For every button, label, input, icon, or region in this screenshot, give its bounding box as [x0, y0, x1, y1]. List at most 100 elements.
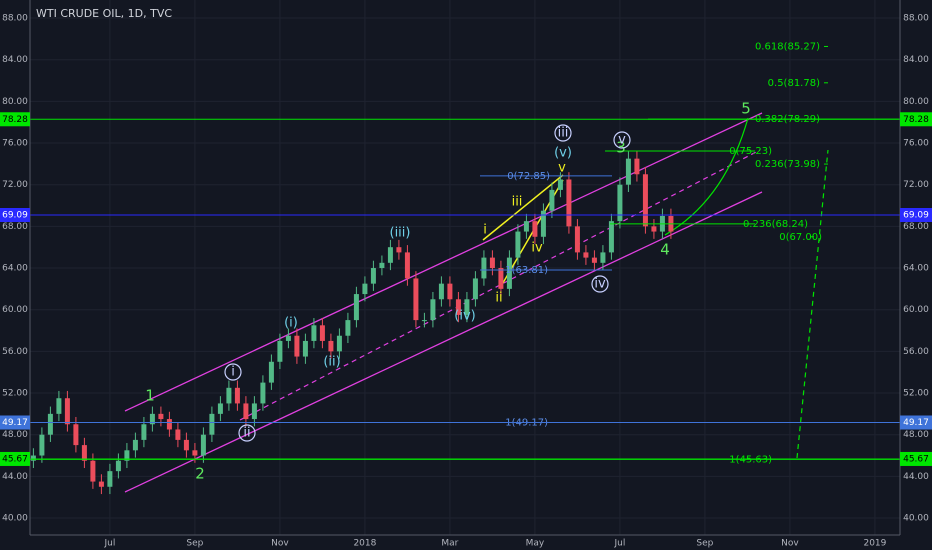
- candle-body: [421, 320, 427, 322]
- candle-body: [124, 450, 130, 461]
- candle-body: [583, 252, 589, 258]
- y-tick-label: 72.00: [903, 180, 929, 190]
- candle-body: [294, 335, 300, 357]
- x-tick-label: Nov: [271, 539, 289, 549]
- candle-body: [464, 299, 470, 315]
- price-badge: [900, 415, 932, 430]
- candle-body: [651, 226, 657, 232]
- candle-body: [617, 184, 623, 222]
- candle-body: [481, 257, 487, 279]
- candle-body: [277, 340, 283, 362]
- wave-circle: [238, 424, 256, 442]
- y-tick-label: 56.00: [903, 347, 929, 357]
- candle-body: [209, 413, 215, 435]
- price-badge: [0, 208, 30, 222]
- candle-body: [268, 361, 274, 383]
- x-tick-label: Nov: [781, 539, 799, 549]
- candle-body: [141, 424, 147, 440]
- y-tick-label: 72.00: [2, 180, 28, 190]
- x-tick-label: Sep: [186, 539, 203, 549]
- wave-label: (ii): [323, 355, 340, 370]
- y-tick-label: 84.00: [2, 55, 28, 65]
- candle-body: [175, 429, 181, 440]
- y-tick-label: 76.00: [903, 139, 929, 149]
- candle-body: [472, 278, 478, 300]
- price-badge: [0, 451, 30, 466]
- y-tick-label: 64.00: [2, 264, 28, 274]
- candle-body: [379, 262, 385, 269]
- candle-body: [362, 283, 368, 295]
- grid: [30, 0, 900, 535]
- y-tick-label: 88.00: [903, 14, 929, 24]
- price-badge-label: 78.28: [903, 115, 929, 125]
- wave-label: ii: [243, 426, 250, 441]
- y-tick-label: 68.00: [2, 222, 28, 232]
- candle-body: [115, 460, 121, 472]
- candle-body: [166, 419, 172, 430]
- x-tick-label: May: [526, 539, 545, 549]
- candle-body: [455, 299, 461, 315]
- wave-label: iii: [512, 195, 523, 210]
- annotations: 0.618(85.27)0.5(81.78)0.382(78.29)0.236(…: [30, 41, 900, 483]
- fib-label: 0(67.00): [779, 232, 822, 243]
- candle-body: [447, 283, 453, 300]
- fib-label: 0.5(81.78): [768, 78, 820, 89]
- fib-label: 0.236(73.98): [755, 159, 820, 170]
- y-tick-label: 80.00: [2, 97, 28, 107]
- fib-label: 0.618(85.27): [755, 41, 820, 52]
- candle-body: [149, 413, 155, 425]
- y-tick-label: 56.00: [2, 347, 28, 357]
- projection-dashed: [796, 149, 829, 459]
- candle-body: [498, 268, 504, 289]
- candle-body: [506, 257, 512, 289]
- candle-body: [489, 257, 495, 269]
- wave-circle: [591, 275, 609, 293]
- left-axis: [0, 0, 30, 535]
- projection-curve: [664, 117, 749, 236]
- y-tick-label: 84.00: [903, 55, 929, 65]
- candle-body: [370, 268, 376, 284]
- candle-body: [328, 340, 334, 352]
- price-badge: [900, 208, 932, 222]
- x-tick-label: Jul: [103, 539, 115, 549]
- candle-body: [438, 283, 444, 300]
- candle-body: [566, 179, 572, 227]
- candle-body: [251, 403, 257, 420]
- candle-body: [158, 413, 164, 420]
- candle-body: [634, 158, 640, 175]
- candle-body: [413, 278, 419, 321]
- price-badge-label: 45.67: [2, 454, 28, 464]
- fib-label: 0(75.23): [729, 146, 772, 157]
- chart-title: WTI CRUDE OIL, 1D, TVC: [36, 7, 172, 20]
- candle-body: [387, 247, 393, 263]
- wave-label: iv: [594, 277, 606, 292]
- y-tick-label: 48.00: [2, 430, 28, 440]
- wave-label: 2: [195, 465, 205, 483]
- candle-body: [404, 252, 410, 279]
- x-tick-label: 2019: [863, 539, 886, 549]
- x-tick-label: 2018: [353, 539, 376, 549]
- x-tick-label: Sep: [696, 539, 713, 549]
- candle-body: [98, 481, 104, 487]
- candle-body: [260, 382, 266, 404]
- axis-labels: 40.00 40.00 44.00 44.00 48.00 48.00 52.00 52.00…: [2, 14, 929, 549]
- candle-body: [642, 174, 648, 227]
- y-tick-label: 68.00: [903, 222, 929, 232]
- candle-body: [523, 221, 529, 232]
- wave-label: iii: [558, 126, 569, 141]
- candle-body: [107, 471, 113, 487]
- candle-body: [30, 455, 36, 461]
- candle-body: [557, 179, 563, 190]
- wave-label: v: [618, 133, 626, 148]
- candle-body: [90, 460, 96, 482]
- channel-lower: [124, 191, 763, 493]
- wave-label: (iv): [454, 309, 475, 324]
- candle-body: [81, 445, 87, 461]
- y-tick-label: 60.00: [2, 305, 28, 315]
- candle-body: [336, 335, 342, 352]
- candle-body: [396, 247, 402, 253]
- candle-body: [243, 403, 249, 420]
- price-badge-label: 69.09: [2, 211, 28, 221]
- price-badge: [0, 415, 30, 430]
- candle-body: [532, 221, 538, 237]
